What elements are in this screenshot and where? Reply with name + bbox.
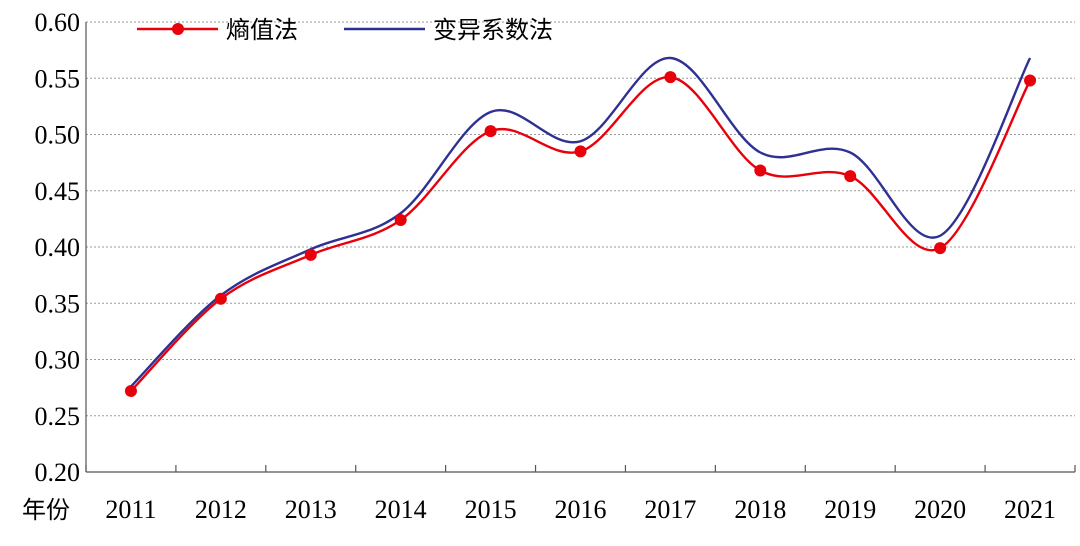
y-tick-label: 0.35 [35, 289, 81, 318]
data-point [484, 125, 497, 138]
x-tick-label: 2020 [914, 495, 966, 524]
y-tick-label: 0.30 [35, 346, 81, 375]
data-point [934, 242, 947, 255]
x-axis-label: 年份 [22, 496, 70, 524]
data-point [1024, 74, 1037, 87]
y-tick-label: 0.20 [35, 458, 81, 487]
x-tick-label: 2015 [465, 495, 517, 524]
data-point [124, 385, 137, 397]
x-tick-label: 2019 [824, 495, 876, 524]
data-point [754, 164, 767, 177]
axes [85, 22, 1076, 473]
y-tick-labels: 0.20 0.25 0.30 0.35 0.40 0.45 0.50 0.55 0.60 [35, 8, 81, 487]
data-point [214, 292, 227, 305]
series-group [124, 56, 1037, 397]
series-line-0 [130, 75, 1032, 392]
y-tick-label: 0.60 [35, 8, 81, 37]
x-tick-labels: 2011 2012 2013 2014 2015 2016 2017 2018 2019 2020… [105, 495, 1056, 524]
legend-label-0: 熵值法 [226, 16, 298, 44]
data-point [664, 71, 677, 84]
x-tick-label: 2013 [285, 495, 337, 524]
x-tick-label: 2012 [195, 495, 247, 524]
x-tick-label: 2016 [555, 495, 607, 524]
y-tick-label: 0.45 [35, 177, 81, 206]
data-point [574, 145, 587, 158]
x-tick-label: 2011 [105, 495, 156, 524]
series-line-1 [130, 56, 1032, 388]
data-point [844, 170, 857, 183]
y-tick-label: 0.55 [35, 64, 81, 93]
x-tick-label: 2014 [375, 495, 427, 524]
data-point [394, 214, 407, 226]
grid-lines [86, 21, 1075, 417]
y-tick-label: 0.50 [35, 121, 81, 150]
x-tick-label: 2017 [644, 495, 696, 524]
y-tick-label: 0.25 [35, 402, 81, 431]
x-tick-label: 2021 [1004, 495, 1056, 524]
data-point [304, 248, 317, 261]
legend-swatch-marker-0 [172, 23, 184, 35]
y-tick-label: 0.40 [35, 233, 81, 262]
legend: 熵值法 变异系数法 [137, 16, 553, 44]
legend-label-1: 变异系数法 [433, 16, 553, 44]
x-tick-label: 2018 [734, 495, 786, 524]
